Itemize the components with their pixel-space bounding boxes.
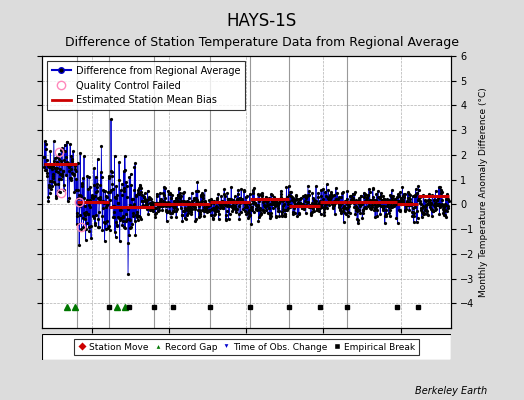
Text: Berkeley Earth: Berkeley Earth [415, 386, 487, 396]
Text: Difference of Station Temperature Data from Regional Average: Difference of Station Temperature Data f… [65, 36, 459, 49]
Text: HAYS-1S: HAYS-1S [227, 12, 297, 30]
Legend: Station Move, Record Gap, Time of Obs. Change, Empirical Break: Station Move, Record Gap, Time of Obs. C… [74, 339, 419, 355]
Legend: Difference from Regional Average, Quality Control Failed, Estimated Station Mean: Difference from Regional Average, Qualit… [47, 61, 245, 110]
Y-axis label: Monthly Temperature Anomaly Difference (°C): Monthly Temperature Anomaly Difference (… [479, 87, 488, 297]
